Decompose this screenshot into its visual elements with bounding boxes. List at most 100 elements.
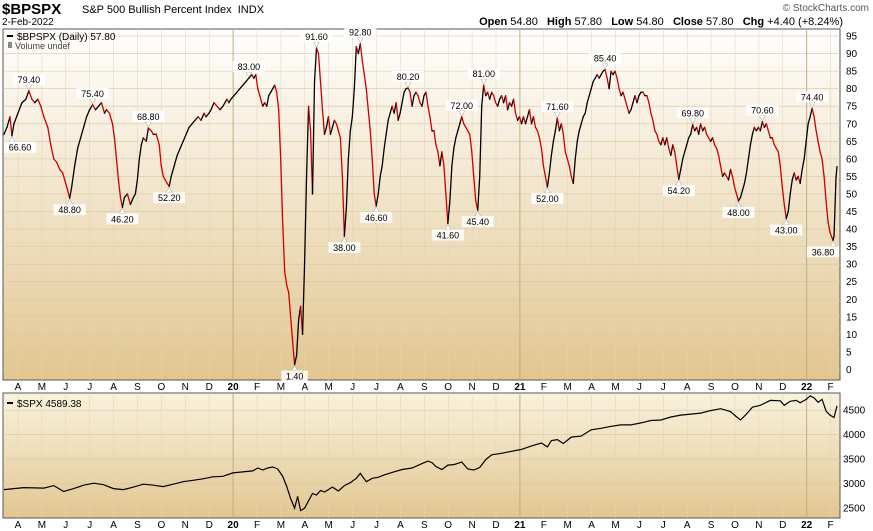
- bpspx-segment: [53, 158, 58, 164]
- bpspx-segment: [228, 98, 232, 104]
- bpspx-segment: [598, 73, 602, 79]
- bpspx-segment: [387, 112, 391, 121]
- bottom-y-tick-label: 2500: [843, 504, 866, 515]
- bpspx-segment: [604, 69, 608, 79]
- bpspx-segment: [433, 130, 437, 146]
- bpspx-segment: [335, 123, 340, 132]
- high-label: High: [546, 16, 572, 28]
- top-x-tick-label: S: [708, 382, 715, 393]
- bpspx-segment: [236, 88, 241, 93]
- bpspx-segment: [82, 116, 88, 128]
- bpspx-segment: [377, 175, 381, 195]
- top-x-tick-label: A: [684, 382, 691, 393]
- bottom-x-tick-label: D: [492, 520, 499, 531]
- top-y-tick-label: 30: [846, 260, 858, 271]
- bpspx-segment: [467, 130, 471, 135]
- top-y-tick-label: 95: [846, 32, 858, 43]
- top-y-axis-labels: 0 5 10 15 20 25 30 35 40 45 50 55 60 65 70 75 80 85 90 95: [846, 32, 858, 376]
- bpspx-segment: [771, 137, 775, 146]
- bottom-y-axis-labels: 2500 3000 3500 4000 4500: [843, 406, 866, 515]
- bpspx-segment: [731, 175, 736, 188]
- bpspx-segment: [50, 144, 55, 160]
- bpspx-segment: [25, 90, 30, 100]
- bpspx-segment: [439, 151, 443, 167]
- bottom-gridlines: [3, 393, 840, 518]
- annotation-label: 66.60: [9, 143, 32, 153]
- bpspx-segment: [749, 133, 754, 146]
- bpspx-segment: [805, 123, 809, 142]
- bpspx-segment: [656, 133, 660, 142]
- top-x-tick-label: M: [611, 382, 619, 393]
- bottom-x-tick-label: F: [254, 520, 260, 531]
- bpspx-segment: [801, 158, 805, 171]
- bpspx-segment: [417, 95, 421, 104]
- bottom-x-tick-label: A: [110, 520, 117, 531]
- top-y-tick-label: 55: [846, 172, 858, 183]
- annotation-label: 43.00: [775, 226, 798, 236]
- bpspx-segment: [69, 186, 73, 199]
- bpspx-segment: [550, 140, 555, 157]
- bpspx-segment: [437, 151, 441, 167]
- bpspx-segment: [564, 151, 568, 160]
- ohlc-readout: Open 54.80 High 57.80 Low 54.80 Close 57…: [479, 16, 843, 28]
- bpspx-segment: [349, 116, 353, 132]
- annotation-label: 45.40: [466, 217, 489, 227]
- bpspx-segment: [630, 102, 634, 111]
- bpspx-segment: [532, 116, 537, 128]
- top-y-tick-label: 80: [846, 84, 858, 95]
- bpspx-segment: [652, 119, 656, 132]
- bpspx-segment: [642, 91, 646, 97]
- top-x-tick-label: M: [38, 382, 46, 393]
- bpspx-segment: [735, 193, 740, 202]
- top-x-axis-labels: A M J J A S O N D 20 F M A M J J A S O N D 21 F M A M J J A S O N D 22 F: [15, 382, 834, 393]
- bpspx-segment: [461, 116, 465, 125]
- top-x-tick-label: J: [63, 382, 68, 393]
- bpspx-segment: [835, 165, 838, 178]
- bpspx-segment: [600, 70, 604, 76]
- annotation-box: [676, 107, 709, 119]
- bpspx-segment: [276, 91, 280, 111]
- bpspx-segment: [680, 158, 684, 171]
- top-x-tick-label: F: [541, 382, 547, 393]
- bottom-x-tick-label: M: [277, 520, 285, 531]
- top-x-tick-label: O: [731, 382, 739, 393]
- exchange-label: INDX: [237, 4, 265, 16]
- bpspx-segment: [138, 144, 142, 160]
- top-x-tick-label: A: [588, 382, 595, 393]
- bottom-x-tick-label: M: [564, 520, 572, 531]
- bpspx-segment: [715, 147, 720, 157]
- peak-annotation: 1.40: [281, 365, 308, 382]
- bpspx-segment: [71, 165, 76, 188]
- bpspx-segment: [319, 81, 324, 111]
- bpspx-segment: [62, 172, 67, 185]
- bpspx-segment: [650, 112, 654, 121]
- bpspx-segment: [582, 112, 586, 118]
- bpspx-segment: [268, 91, 272, 97]
- volume-label: Volume undef: [15, 41, 71, 51]
- top-x-tick-label: A: [397, 382, 404, 393]
- bpspx-segment: [481, 84, 485, 107]
- bpspx-segment: [670, 144, 674, 157]
- annotation-label: 1.40: [286, 372, 304, 382]
- bottom-x-tick-label: 20: [228, 520, 240, 531]
- bpspx-segment: [111, 123, 116, 139]
- bpspx-segment: [282, 221, 286, 272]
- peak-annotation: 71.60: [541, 101, 574, 118]
- bpspx-segment: [150, 130, 154, 135]
- peak-annotation: 74.40: [796, 91, 829, 108]
- peak-annotation: 46.60: [360, 206, 393, 223]
- bpspx-segment: [542, 165, 547, 178]
- peak-annotation: 83.00: [232, 61, 265, 78]
- bpspx-segment: [654, 130, 658, 135]
- bpspx-segment: [17, 102, 23, 114]
- top-x-tick-label: M: [277, 382, 285, 393]
- bpspx-segment: [415, 91, 419, 97]
- annotation-box: [281, 370, 308, 382]
- bpspx-segment: [566, 158, 570, 167]
- bpspx-segment: [117, 179, 122, 199]
- bpspx-segment: [471, 151, 475, 178]
- top-y-tick-label: 5: [846, 347, 852, 358]
- bpspx-segment: [100, 102, 106, 114]
- bottom-panel-background: [2, 392, 841, 519]
- bottom-x-tick-label: O: [444, 520, 452, 531]
